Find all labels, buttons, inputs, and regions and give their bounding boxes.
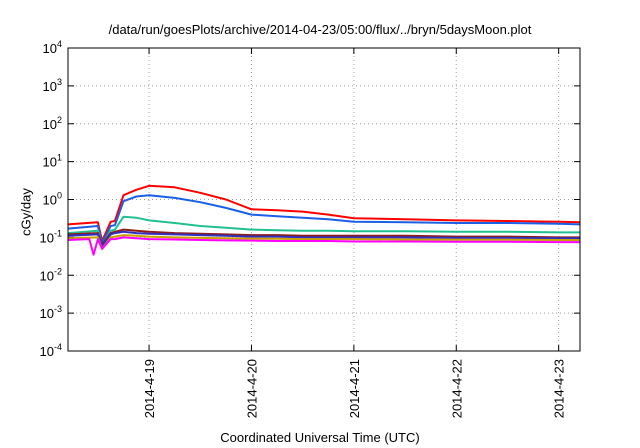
- x-tick-label: 2014-4-20: [244, 359, 259, 418]
- x-tick-label: 2014-4-22: [449, 359, 464, 418]
- y-tick-label: 10-3: [40, 304, 62, 321]
- y-tick-label: 10-2: [40, 266, 62, 283]
- x-tick-label: 2014-4-19: [142, 359, 157, 418]
- x-tick-label: 2014-4-21: [347, 359, 362, 418]
- x-tick-label: 2014-4-23: [552, 359, 567, 418]
- chart-title: /data/run/goesPlots/archive/2014-04-23/0…: [108, 22, 532, 37]
- plot-frame: [67, 47, 581, 352]
- series-line-4: [67, 228, 580, 246]
- series-line-6: [67, 234, 580, 250]
- y-tick-label: 10-1: [40, 228, 62, 245]
- y-tick-label: 100: [43, 191, 62, 208]
- y-tick-label: 103: [43, 77, 62, 94]
- series-line-3: [67, 215, 580, 247]
- y-tick-label: 10-4: [40, 342, 62, 359]
- y-tick-label: 102: [43, 115, 62, 132]
- series-line-1: [67, 184, 581, 242]
- series-line-7: [67, 236, 580, 256]
- x-axis-label: Coordinated Universal Time (UTC): [220, 430, 420, 445]
- series-line-2: [67, 194, 581, 245]
- y-tick-label: 104: [43, 39, 62, 56]
- series-line-5: [67, 230, 580, 247]
- y-tick-label: 101: [43, 153, 62, 170]
